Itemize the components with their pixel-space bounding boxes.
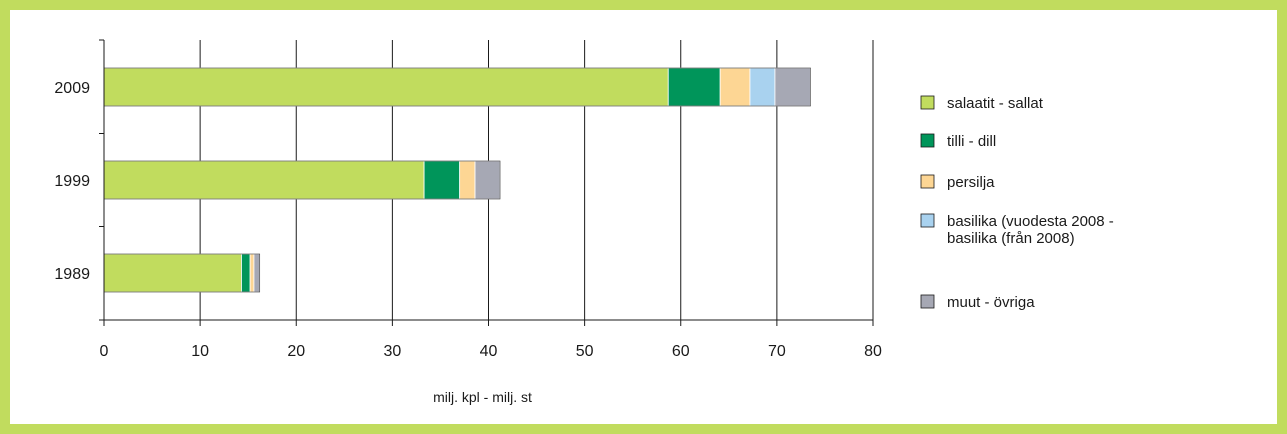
legend-label-line: basilika (från 2008) (947, 230, 1075, 247)
x-tick-label-60: 60 (672, 343, 690, 360)
x-tick-label-20: 20 (287, 343, 305, 360)
legend: salaatit - sallat tilli - dill persilja bas… (920, 95, 1114, 311)
x-tick-label-40: 40 (480, 343, 498, 360)
x-tick-labels: 0 10 20 30 40 50 60 70 80 (100, 343, 882, 360)
x-tick-label-30: 30 (383, 343, 401, 360)
legend-label-3: basilika (vuodesta 2008 -basilika (från … (947, 213, 1114, 247)
bar-2009-series-3 (749, 67, 776, 107)
legend-label-1: tilli - dill (947, 133, 996, 150)
legend-label-2: persilja (947, 174, 995, 191)
axes (99, 39, 874, 326)
legend-swatch-0 (920, 95, 935, 110)
x-tick-label-10: 10 (191, 343, 209, 360)
bar-1989-series-2 (249, 253, 255, 293)
bar-1989-series-1 (241, 253, 251, 293)
bars (103, 67, 811, 293)
bar-1999-series-2 (459, 160, 476, 200)
bar-2009-series-2 (719, 67, 751, 107)
legend-swatch-2 (920, 174, 935, 189)
x-tick-label-0: 0 (100, 343, 109, 360)
y-tick-label-1989: 1989 (54, 266, 90, 283)
bar-1999-series-1 (423, 160, 461, 200)
bar-2009-series-1 (667, 67, 721, 107)
y-tick-label-2009: 2009 (54, 80, 90, 97)
legend-label-0: salaatit - sallat (947, 95, 1044, 112)
bar-2009-series-0 (103, 67, 669, 107)
legend-label-line: persilja (947, 174, 995, 191)
legend-label-4: muut - övriga (947, 294, 1035, 311)
legend-swatch-4 (920, 294, 935, 309)
bar-1999-series-0 (103, 160, 425, 200)
x-tick-label-70: 70 (768, 343, 786, 360)
legend-swatch-3 (920, 213, 935, 228)
y-tick-label-1999: 1999 (54, 173, 90, 190)
legend-swatch-1 (920, 133, 935, 148)
bar-1989-series-0 (103, 253, 242, 293)
legend-label-line: muut - övriga (947, 294, 1035, 311)
bar-1999-series-4 (474, 160, 501, 200)
x-tick-label-50: 50 (576, 343, 594, 360)
legend-label-line: basilika (vuodesta 2008 - (947, 213, 1114, 230)
legend-label-line: salaatit - sallat (947, 95, 1044, 112)
legend-label-line: tilli - dill (947, 133, 996, 150)
x-axis-label: milj. kpl - milj. st (433, 389, 532, 405)
bar-2009-series-4 (774, 67, 811, 107)
bar-1989-series-4 (253, 253, 261, 293)
y-tick-labels: 2009 1999 1989 (54, 80, 90, 283)
x-tick-label-80: 80 (864, 343, 882, 360)
